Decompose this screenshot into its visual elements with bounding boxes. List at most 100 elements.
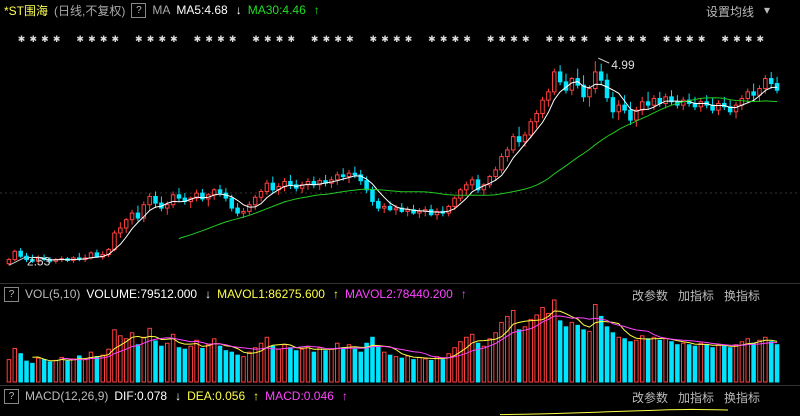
vol-add-indicator-button[interactable]: 加指标	[677, 289, 714, 303]
volume-bar	[645, 338, 651, 383]
candle-body	[370, 189, 375, 202]
volume-bar	[352, 348, 358, 383]
volume-bar	[100, 354, 106, 383]
signal-mark: ✱	[757, 35, 765, 45]
volume-bar	[657, 339, 663, 383]
candle-body	[733, 104, 739, 113]
volume-bar	[264, 336, 270, 383]
signal-mark: ✱	[452, 35, 460, 45]
candle-body	[200, 192, 205, 200]
vol-change-params-button[interactable]: 改参数	[631, 289, 668, 303]
candle-body	[546, 91, 551, 101]
volume-bar	[47, 361, 53, 383]
candle-body	[358, 174, 364, 182]
candle-body	[522, 134, 528, 143]
macd-add-indicator-button[interactable]: 加指标	[677, 391, 714, 405]
volume-bar	[616, 336, 622, 383]
volume-bar	[710, 347, 715, 383]
volume-bar	[387, 354, 393, 383]
macd-switch-indicator-button[interactable]: 换指标	[723, 391, 760, 405]
volume-bar	[751, 342, 756, 383]
period-label: (日线,不复权)	[54, 3, 126, 18]
signal-mark: ✱	[76, 35, 84, 45]
candle-body	[645, 101, 651, 106]
volume-bar	[610, 332, 616, 383]
candle-body	[381, 205, 387, 209]
vol-switch-indicator-button[interactable]: 换指标	[723, 289, 760, 303]
signal-mark: ✱	[557, 35, 565, 45]
mavol1-text: MAVOL1:86275.600	[217, 287, 325, 301]
macd-help-icon[interactable]: ?	[4, 388, 19, 404]
volume-bar	[651, 336, 657, 383]
volume-bar	[768, 341, 774, 383]
volume-bar	[65, 360, 70, 383]
volume-bar	[329, 348, 334, 383]
volume-bar	[440, 359, 446, 383]
volume-bar	[663, 338, 668, 383]
candle-body	[376, 200, 381, 209]
volume-bar	[30, 362, 35, 383]
dea-value: DEA:0.056 ↑	[187, 389, 259, 403]
indicator-label: MA	[152, 3, 171, 17]
help-icon[interactable]: ?	[131, 2, 147, 18]
candle-body	[499, 156, 504, 171]
signal-mark: ✱	[264, 35, 272, 45]
volume-bar	[446, 353, 451, 383]
candle-body	[557, 71, 563, 83]
volume-bar	[276, 348, 281, 383]
signal-mark: ✱	[393, 35, 401, 45]
signal-mark: ✱	[604, 35, 612, 45]
volume-bar	[405, 355, 410, 383]
macd-change-params-button[interactable]: 改参数	[631, 391, 668, 405]
candle-body	[141, 204, 147, 219]
vol-help-icon[interactable]: ?	[4, 286, 19, 302]
candle-body	[516, 136, 522, 143]
candle-body	[170, 194, 176, 206]
volume-bar	[522, 326, 528, 383]
volume-value: VOLUME:79512.000 ↓	[86, 287, 211, 301]
candle-body	[317, 180, 322, 186]
volume-bar	[551, 299, 557, 383]
candle-body	[305, 181, 311, 186]
signal-mark: ✱	[194, 35, 202, 45]
volume-bar	[247, 351, 252, 383]
candle-body	[94, 252, 100, 258]
volume-bar	[211, 338, 217, 383]
ma30-value: MA30:4.46 ↑	[248, 3, 320, 17]
signal-mark: ✱	[428, 35, 436, 45]
candle-body	[434, 210, 440, 216]
macd-header: ? MACD(12,26,9) DIF:0.078 ↓ DEA:0.056 ↑ MA…	[0, 386, 800, 406]
volume-bar	[587, 330, 592, 383]
volume-bar	[164, 342, 170, 383]
candle-body	[458, 189, 463, 199]
candle-body	[12, 250, 18, 261]
signal-mark: ✱	[721, 35, 729, 45]
candle-body	[669, 96, 674, 103]
candle-body	[528, 121, 534, 136]
settings-button[interactable]: 设置均线 ▾	[706, 3, 770, 20]
volume-bar	[739, 341, 745, 383]
high-price-label: 4.99	[611, 58, 635, 72]
volume-bar	[481, 345, 487, 383]
ma5-line	[32, 81, 778, 261]
signal-mark: ✱	[663, 35, 671, 45]
volume-bar	[774, 344, 780, 383]
volume-bar	[422, 358, 428, 383]
volume-bar	[757, 339, 762, 383]
candle-body	[164, 204, 170, 209]
volume-bar	[639, 335, 645, 383]
macd-arrow: ↑	[341, 389, 348, 403]
signal-mark: ✱	[440, 35, 448, 45]
volume-bar	[575, 324, 580, 383]
volume-bar	[194, 339, 199, 383]
candle-body	[534, 112, 539, 123]
candle-body	[118, 227, 123, 234]
volume-bar	[35, 357, 41, 383]
macd-actions: 改参数 加指标 换指标	[632, 389, 760, 406]
stock-name[interactable]: *ST围海	[4, 3, 49, 18]
volume-bar	[305, 345, 311, 383]
candle-body	[335, 174, 340, 181]
macd-value: MACD:0.046 ↑	[265, 389, 348, 403]
volume-bar	[763, 336, 768, 383]
candle-body	[469, 179, 475, 186]
